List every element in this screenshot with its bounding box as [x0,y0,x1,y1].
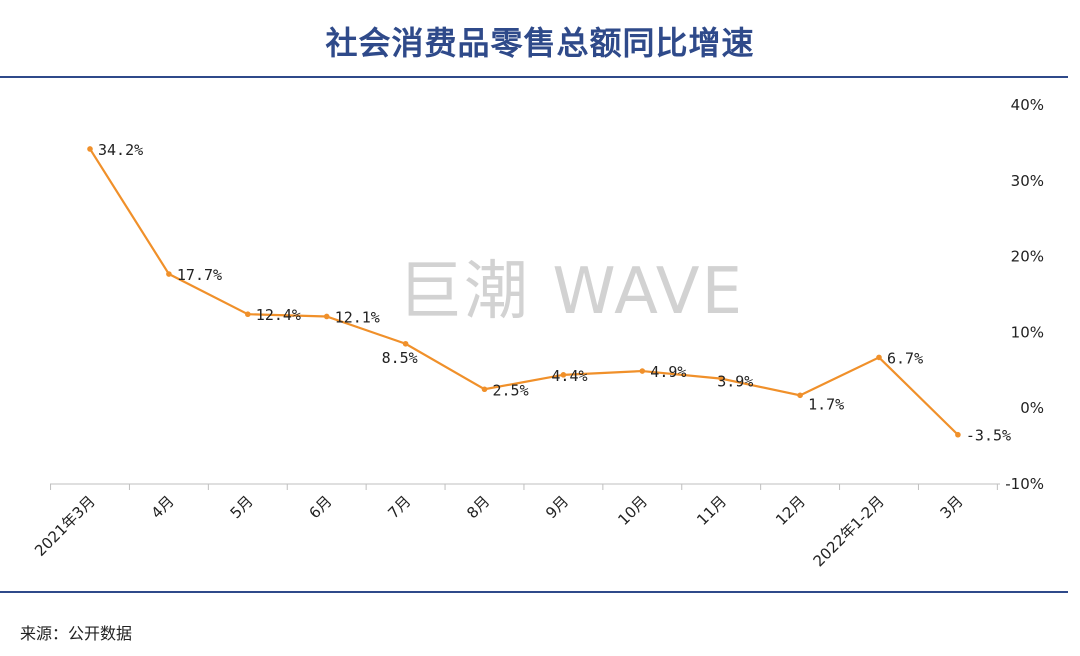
x-tick-label: 5月 [227,492,257,522]
data-label: 1.7% [808,395,844,413]
data-label: 34.2% [98,141,143,159]
y-tick-label: 40% [1011,96,1044,114]
series-line [89,148,959,436]
data-point [955,431,961,438]
y-tick-label: 0% [1020,399,1044,417]
data-points [87,146,961,438]
title-divider [0,76,1068,78]
x-tick-label: 11月 [693,492,730,529]
x-tick-label: 6月 [305,492,335,522]
data-labels: 34.2% 17.7% 12.4% 12.1% 8.5% 2.5% 4.4% 4.9% 3.9%… [98,141,1011,445]
data-point [876,354,882,361]
chart-title: 社会消费品零售总额同比增速 [325,24,755,62]
data-label: 4.9% [650,363,686,381]
watermark: 巨潮 WAVE [398,255,745,329]
data-point [245,311,251,318]
x-tick-label: 12月 [772,492,809,529]
data-point [797,392,803,399]
data-point [166,271,172,277]
data-label: -3.5% [966,427,1011,445]
data-point [323,313,330,320]
x-axis-labels: 2021年3月 4月 5月 6月 7月 8月 9月 10月 11月 12月 2022年1-2月 3月 [31,492,967,570]
data-label: 2.5% [493,381,529,399]
data-label: 3.9% [717,373,753,391]
data-point [560,372,567,378]
data-label: 12.1% [335,308,380,326]
footer-divider [0,591,1068,593]
data-label: 6.7% [887,349,923,367]
y-tick-label: -10% [1005,475,1044,493]
x-tick-label: 10月 [614,492,651,529]
x-axis-ticks [50,484,998,490]
x-tick-label: 3月 [937,492,967,522]
x-tick-label: 7月 [384,492,414,522]
y-axis-labels: 40% 30% 20% 10% 0% -10% [1005,96,1044,493]
x-tick-label: 9月 [542,492,572,522]
data-label: 17.7% [177,266,222,284]
y-tick-label: 20% [1011,248,1044,266]
y-tick-label: 10% [1011,323,1044,341]
x-tick-label: 4月 [148,492,178,522]
x-tick-label: 2022年1-2月 [810,492,888,570]
data-point [402,340,409,347]
data-point [639,368,646,374]
x-tick-label: 2021年3月 [31,492,99,560]
data-point [718,375,724,382]
data-label: 4.4% [551,367,587,385]
data-label: 8.5% [382,349,418,367]
data-point [481,386,488,393]
source-note: 来源：公开数据 [20,624,133,643]
data-point [87,146,93,152]
line-chart: 40% 30% 20% 10% 0% -10% 2021年3月 4月 5月 6月 7月 8月 9月 10… [31,96,1044,570]
x-tick-label: 8月 [463,492,493,522]
data-label: 12.4% [256,306,301,324]
y-tick-label: 30% [1011,172,1044,190]
